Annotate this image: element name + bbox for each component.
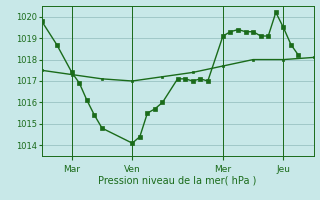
X-axis label: Pression niveau de la mer( hPa ): Pression niveau de la mer( hPa ) <box>99 175 257 185</box>
